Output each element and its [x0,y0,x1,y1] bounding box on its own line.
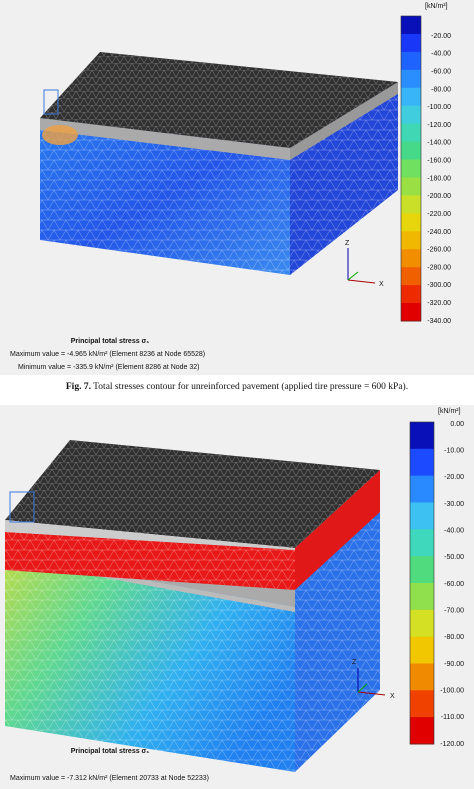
colorbar-label: -50.00 [444,554,464,561]
axis-x [347,279,376,284]
colorbar-segment [410,583,434,611]
colorbar-segment [410,475,434,503]
load-cylinder [43,89,59,115]
colorbar-label: -20.00 [444,474,464,481]
mesh [5,532,295,590]
colorbar-segment [410,663,434,691]
axis-x [357,691,386,696]
colorbar-label: -40.00 [431,51,451,58]
colorbar-segment [401,231,421,250]
colorbar-segment [410,609,434,638]
colorbar-label: -240.00 [427,229,451,236]
result-title: Principal total stress σ₁ [71,748,150,755]
mesh [40,118,290,275]
colorbar-segment [401,159,421,178]
colorbar-label: -10.00 [444,448,464,455]
colorbar-label: -80.00 [444,634,464,641]
load-cylinder [9,491,35,523]
colorbar-segment [401,69,421,89]
colorbar-segment [401,105,421,125]
base-layer [290,82,398,160]
colorbar-label: -100.00 [440,688,464,695]
colorbar-label: -220.00 [427,211,451,218]
colorbar-segment [401,195,421,214]
caption-label: Fig. 7. [66,382,91,392]
colorbar-label: -110.00 [441,714,464,721]
colorbar-label: -120.00 [427,122,451,129]
axis-label: X [379,281,384,288]
red-layer [295,470,380,590]
colorbar-label: -280.00 [427,264,451,271]
colorbar-label: -340.00 [427,318,451,325]
colorbar-segment [401,51,421,71]
colorbar-segment [401,87,421,107]
colorbar-label: -60.00 [444,581,464,588]
caption: Fig. 7. Total stresses contour for unrei… [66,381,408,392]
axis-label: Z [352,659,357,666]
colorbar-label: -70.00 [444,608,464,615]
colorbar-label: -90.00 [444,661,464,668]
colorbar-label: -40.00 [444,528,464,535]
axes: Z X [345,240,384,288]
colorbar-label: -100.00 [427,104,451,111]
colorbar-segment [410,422,434,450]
colorbar-segment [401,33,421,53]
colorbar-segment [410,690,434,718]
colorbar-segment [401,16,421,35]
colorbar-unit: [kN/m²] [425,3,448,10]
colorbar-label: -320.00 [427,300,451,307]
colorbar-label: -20.00 [431,33,451,40]
axis-label: X [390,693,395,700]
colorbar-segment [401,213,421,232]
colorbar-segment [401,177,421,196]
colorbar-unit: [kN/m²] [438,408,461,415]
colorbar-segment [410,529,434,557]
colorbar-label: -300.00 [427,282,451,289]
caption-text: Total stresses contour for unreinforced … [93,381,408,392]
colorbar-segment [401,285,421,304]
colorbar-segment [410,717,434,745]
result-title: Principal total stress σ₁ [71,338,150,345]
colorbar-segment [410,502,434,530]
colorbar-frame [409,421,435,745]
colorbar-segment [401,303,421,322]
colorbar-segment [401,123,421,143]
axis-y [347,271,359,281]
axes: Z X [352,659,395,700]
axis-label: Z [345,240,350,247]
colorbar-segment [410,556,434,584]
mesh [5,440,380,548]
edge [5,520,295,550]
result-min: Minimum value = -335.9 kN/m² (Element 82… [18,364,200,371]
colorbar-label: -80.00 [431,86,451,93]
axis-y [357,683,368,693]
colorbar-label: -30.00 [444,501,464,508]
mesh [290,82,398,275]
colorbar-label: -60.00 [431,68,451,75]
colorbar-segment [401,267,421,286]
colorbar-segment [401,141,421,161]
colorbar-label: 0.00 [450,421,464,428]
result-max: Maximum value = -7.312 kN/m² (Element 20… [10,775,209,782]
colorbar-label: -260.00 [427,247,451,254]
colorbar-segment [401,249,421,268]
mesh [40,52,398,148]
colorbar-label: -180.00 [427,175,451,182]
colorbar-label: -160.00 [427,158,451,165]
result-max: Maximum value = -4.965 kN/m² (Element 82… [10,351,205,358]
colorbar-label: -200.00 [427,193,451,200]
stress-zone [42,125,78,145]
colorbar-segment [410,636,434,664]
colorbar-label: -120.00 [440,741,464,748]
colorbar-frame [400,15,422,322]
colorbar-label: -140.00 [427,140,451,147]
colorbar-segment [410,448,434,477]
base-layer [40,118,290,160]
